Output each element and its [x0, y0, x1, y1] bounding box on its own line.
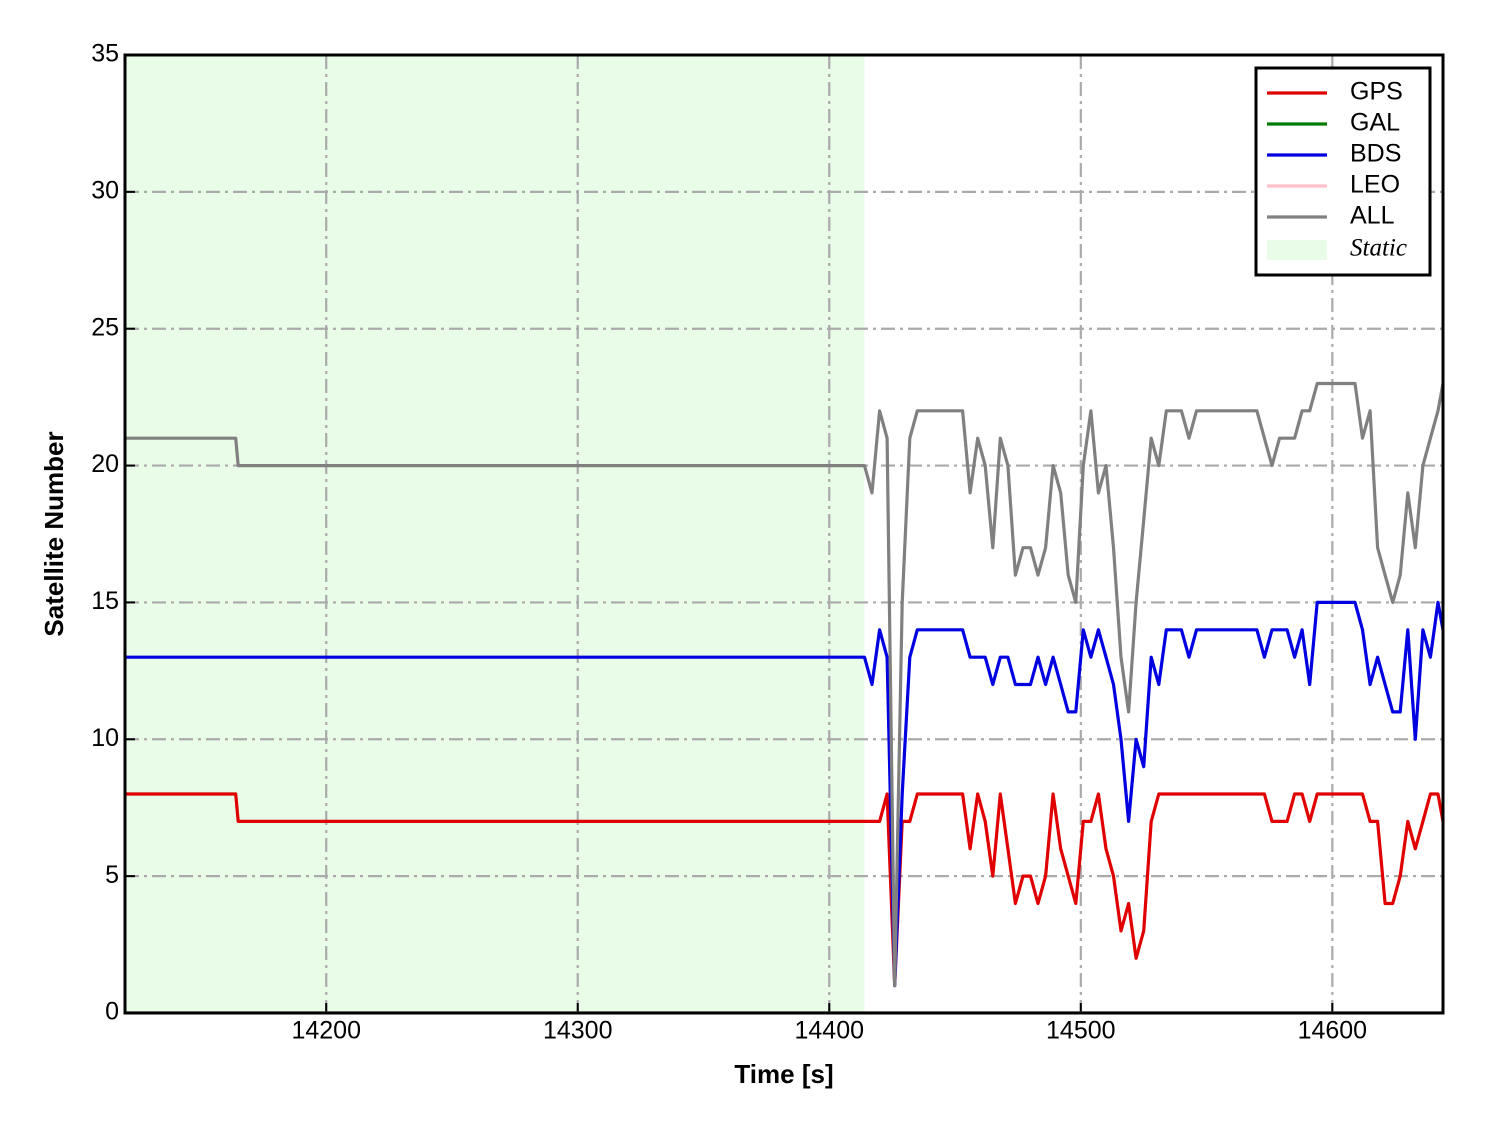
legend-label: ALL: [1350, 202, 1395, 230]
x-tick-label: 14500: [1046, 1017, 1116, 1045]
y-tick-label: 10: [91, 724, 119, 752]
y-tick-label: 0: [105, 998, 119, 1026]
x-axis-label: Time [s]: [734, 1059, 833, 1089]
static-span: [125, 55, 865, 1013]
series-line: [125, 600, 1443, 988]
x-tick-label: 14200: [291, 1017, 361, 1045]
y-tick-label: 25: [91, 313, 119, 341]
x-tick-label: 14300: [543, 1017, 613, 1045]
legend-swatch: [1267, 240, 1327, 260]
y-tick-label: 5: [105, 861, 119, 889]
legend-label: Static: [1350, 235, 1407, 262]
x-tick-label: 14600: [1298, 1017, 1368, 1045]
plot-lines: [125, 381, 1443, 1013]
y-tick-label: 15: [91, 587, 119, 615]
legend-label: LEO: [1350, 171, 1400, 199]
series-line: [125, 792, 1443, 988]
y-tick-label: 35: [91, 40, 119, 68]
plot-frame: [123, 53, 1445, 1015]
series-line: [125, 381, 1443, 988]
legend-label: BDS: [1350, 140, 1401, 168]
y-axis-label: Satellite Number: [39, 431, 69, 636]
x-tick-label: 14400: [795, 1017, 865, 1045]
y-tick-label: 20: [91, 450, 119, 478]
y-tick-label: 30: [91, 176, 119, 204]
legend-label: GPS: [1350, 78, 1403, 106]
legend-label: GAL: [1350, 109, 1400, 137]
